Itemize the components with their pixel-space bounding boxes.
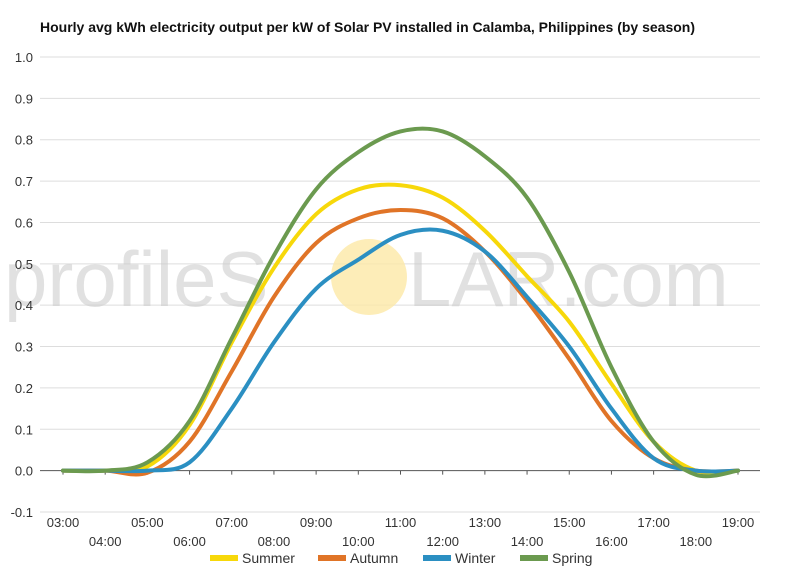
y-tick-label: 0.2: [15, 381, 33, 396]
series-line-spring: [61, 126, 740, 479]
y-tick-label: 0.9: [15, 91, 33, 106]
x-tick-label: 07:00: [215, 515, 248, 530]
x-tick-label: 13:00: [469, 515, 502, 530]
x-tick-label: 09:00: [300, 515, 333, 530]
legend: Summer Autumn Winter Spring: [210, 550, 592, 566]
legend-label-summer: Summer: [242, 550, 295, 566]
y-tick-label: 0.7: [15, 174, 33, 189]
chart-title: Hourly avg kWh electricity output per kW…: [40, 19, 696, 35]
y-tick-label: 0.0: [15, 464, 33, 479]
x-tick-label: 18:00: [680, 534, 713, 549]
series-line-autumn: [61, 208, 740, 477]
series-line-summer: [61, 182, 740, 475]
y-tick-label: 0.5: [15, 257, 33, 272]
legend-swatch-autumn: [318, 555, 346, 561]
legend-label-winter: Winter: [455, 550, 496, 566]
x-tick-label: 10:00: [342, 534, 375, 549]
y-tick-label: 0.1: [15, 422, 33, 437]
x-tick-label: 12:00: [426, 534, 459, 549]
watermark-text-left: profileS: [4, 235, 268, 323]
watermark: profileS LAR.com: [4, 235, 729, 323]
x-tick-label: 15:00: [553, 515, 586, 530]
axis-layer: -0.1 0.0 0.1 0.2 0.3 0.4 0.5 0.6 0.7 0.8 0.9 1.0 03:…: [11, 50, 755, 549]
x-tick-label: 08:00: [258, 534, 291, 549]
y-tick-label: 1.0: [15, 50, 33, 65]
watermark-sun-icon: [331, 239, 407, 315]
x-tick-label: 19:00: [722, 515, 755, 530]
legend-swatch-spring: [520, 555, 548, 561]
series-layer: [61, 126, 740, 479]
grid-layer: [40, 56, 760, 513]
y-tick-label: -0.1: [11, 505, 33, 520]
x-tick-label: 04:00: [89, 534, 122, 549]
y-tick-label: 0.6: [15, 215, 33, 230]
x-tick-label: 11:00: [385, 515, 417, 530]
x-tick-label: 17:00: [637, 515, 670, 530]
x-tick-label: 14:00: [511, 534, 544, 549]
legend-swatch-winter: [423, 555, 451, 561]
x-tick-label: 05:00: [131, 515, 164, 530]
y-tick-label: 0.8: [15, 133, 33, 148]
legend-swatch-summer: [210, 555, 238, 561]
y-tick-label: 0.4: [15, 298, 33, 313]
y-tick-label: 0.3: [15, 340, 33, 355]
series-line-winter: [61, 227, 740, 474]
legend-label-spring: Spring: [552, 550, 592, 566]
x-tick-label: 06:00: [173, 534, 206, 549]
watermark-text-right: LAR.com: [408, 235, 729, 323]
x-tick-label: 03:00: [47, 515, 80, 530]
legend-label-autumn: Autumn: [350, 550, 398, 566]
x-tick-label: 16:00: [595, 534, 628, 549]
